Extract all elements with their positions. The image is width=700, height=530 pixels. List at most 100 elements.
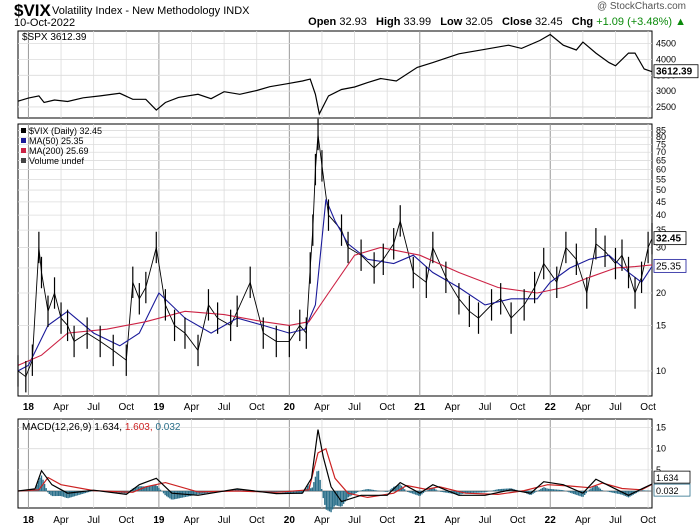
ma50-last-value: 25.35 [656,261,681,272]
macd-x-tick: Oct [640,515,656,526]
macd-legend-part: MACD(12,26,9) [22,422,94,433]
vix-x-tick: Jul [218,402,231,413]
open-value: 32.93 [339,16,367,28]
vix-legend-item: MA(50) 25.35 [29,136,84,146]
vix-tick-label: 15 [656,320,666,330]
vix-tick-label: 80 [656,132,666,142]
chart-header: $VIX Volatility Index - New Methodology … [0,0,700,30]
vix-x-tick: Apr [53,402,69,413]
vix-last-badge [653,231,687,246]
spx-last-value: 3612.39 [656,67,693,78]
vix-x-tick: Oct [249,402,265,413]
vix-x-tick: Jul [87,402,100,413]
macd-x-tick: 21 [414,515,426,526]
macd-x-tick: Jul [87,515,100,526]
ticker-description: Volatility Index - New Methodology INDX [52,5,250,17]
macd-legend-part: 1.634, [94,422,125,433]
macd-x-tick: 18 [23,515,35,526]
spx-last-badge [653,64,699,79]
vix-x-tick: Apr [184,402,200,413]
vix-x-tick: 20 [284,402,296,413]
macd-x-tick: Apr [314,515,330,526]
macd-x-tick: Apr [575,515,591,526]
vix-tick-label: 50 [656,185,666,195]
high-label: High [376,16,401,28]
low-value: 32.05 [465,16,493,28]
vix-x-tick: Jul [479,402,492,413]
macd-x-tick: 20 [284,515,296,526]
macd-last-value: 1.634 [656,473,679,483]
vix-last-value: 32.45 [656,234,681,245]
vix-tick-label: 55 [656,174,666,184]
spx-legend: $SPX 3612.39 [22,32,87,43]
macd-x-tick: Jul [479,515,492,526]
vix-x-tick: 22 [545,402,557,413]
vix-tick-label: 40 [656,210,666,220]
vix-x-tick: 18 [23,402,35,413]
ticker-exchange: INDX [223,5,250,17]
vix-series-1 [17,199,653,372]
macd-x-tick: Oct [510,515,526,526]
spx-tick-label: 4000 [656,54,676,64]
hist-last-value: 0.032 [656,486,679,496]
vix-tick-label: 20 [656,288,666,298]
vix-x-tick: Oct [118,402,134,413]
close-label: Close [502,16,532,28]
macd-signal-line [17,447,653,499]
macd-x-tick: Apr [184,515,200,526]
vix-x-tick: Jul [348,402,361,413]
macd-line [17,429,653,503]
macd-x-tick: Apr [53,515,69,526]
ticker-name: Volatility Index - New Methodology [52,5,221,17]
macd-tick-label: 5 [656,465,661,475]
macd-x-tick: 19 [153,515,165,526]
open-label: Open [308,16,337,28]
vix-legend-swatch [21,148,26,153]
close-value: 32.45 [535,16,563,28]
low-label: Low [440,16,463,28]
macd-x-tick: Jul [348,515,361,526]
chg-value: +1.09 (+3.48%) [596,16,673,28]
vix-x-tick: Jul [609,402,622,413]
macd-x-tick: Oct [118,515,134,526]
vix-legend-swatch [21,158,26,163]
spx-line [17,33,653,116]
vix-x-tick: Oct [640,402,656,413]
credit-text[interactable]: @ StockCharts.com [596,1,686,12]
vix-tick-label: 85 [656,125,666,135]
macd-legend-part: 1.603, [125,422,156,433]
macd-x-tick: Oct [379,515,395,526]
macd-x-tick: Jul [609,515,622,526]
vix-tick-label: 60 [656,165,666,175]
vix-tick-label: 75 [656,139,666,149]
vix-x-tick: 21 [414,402,426,413]
macd-x-tick: Apr [445,515,461,526]
vix-tick-label: 35 [656,225,666,235]
up-arrow-icon: ▲ [675,16,686,28]
vix-x-tick: Apr [445,402,461,413]
hist-last-badge [653,483,691,497]
macd-tick-label: 10 [656,444,666,454]
vix-x-tick: 19 [153,402,165,413]
vix-legend-swatch [21,128,26,133]
vix-tick-label: 30 [656,242,666,252]
spx-tick-label: 3000 [656,86,676,96]
vix-tick-label: 45 [656,197,666,207]
macd-tick-label: 15 [656,422,666,432]
quote-date: 10-Oct-2022 [14,17,76,29]
ticker-symbol: $VIX [14,1,51,20]
vix-x-tick: Apr [314,402,330,413]
vix-tick-label: 10 [656,366,666,376]
vix-legend-item: Volume undef [29,156,85,166]
high-value: 33.99 [403,16,432,28]
macd-legend: MACD(12,26,9) 1.634, 1.603, 0.032 [22,422,181,433]
vix-tick-label: 70 [656,147,666,157]
spx-tick-label: 2500 [656,102,676,112]
chg-label: Chg [571,16,594,28]
quote-summary: Open 32.93 High 33.99 Low 32.05 Close 32… [308,16,686,28]
spx-tick-label: 4500 [656,39,676,49]
macd-x-tick: Oct [249,515,265,526]
vix-legend-swatch [21,138,26,143]
macd-x-tick: 22 [545,515,557,526]
